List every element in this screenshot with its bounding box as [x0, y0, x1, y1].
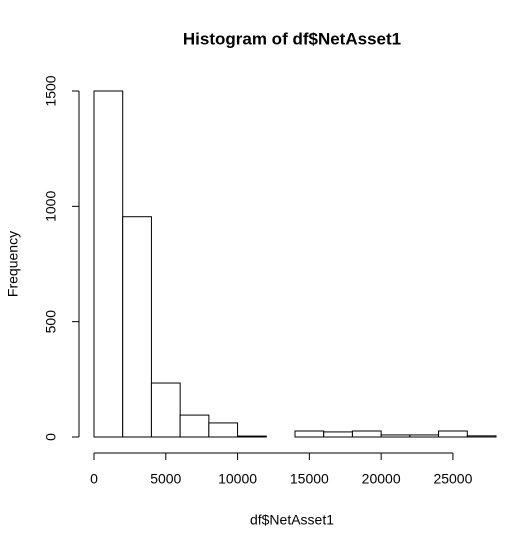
y-tick-label: 1500 [43, 75, 59, 106]
x-axis-label: df$NetAsset1 [250, 512, 334, 528]
bar [237, 435, 267, 438]
y-tick-label: 1000 [43, 191, 59, 222]
bar [323, 431, 353, 438]
x-tick-label: 25000 [433, 471, 472, 487]
bar [122, 216, 152, 438]
bar [93, 90, 124, 438]
bar [179, 414, 210, 438]
bar [409, 434, 440, 438]
chart-title: Histogram of df$NetAsset1 [183, 29, 401, 48]
bar [466, 435, 497, 438]
x-tick-label: 10000 [218, 471, 257, 487]
x-tick-label: 20000 [362, 471, 401, 487]
y-axis-label: Frequency [5, 231, 21, 297]
x-tick-label: 5000 [150, 471, 181, 487]
bar [150, 382, 181, 438]
bar [208, 422, 239, 438]
bar [438, 430, 468, 438]
bar [380, 434, 411, 438]
y-tick-label: 500 [43, 310, 59, 334]
x-tick-label: 15000 [290, 471, 329, 487]
y-tick-label: 0 [43, 433, 59, 441]
x-tick-label: 0 [90, 471, 98, 487]
bar [294, 430, 325, 438]
bar [351, 430, 382, 438]
